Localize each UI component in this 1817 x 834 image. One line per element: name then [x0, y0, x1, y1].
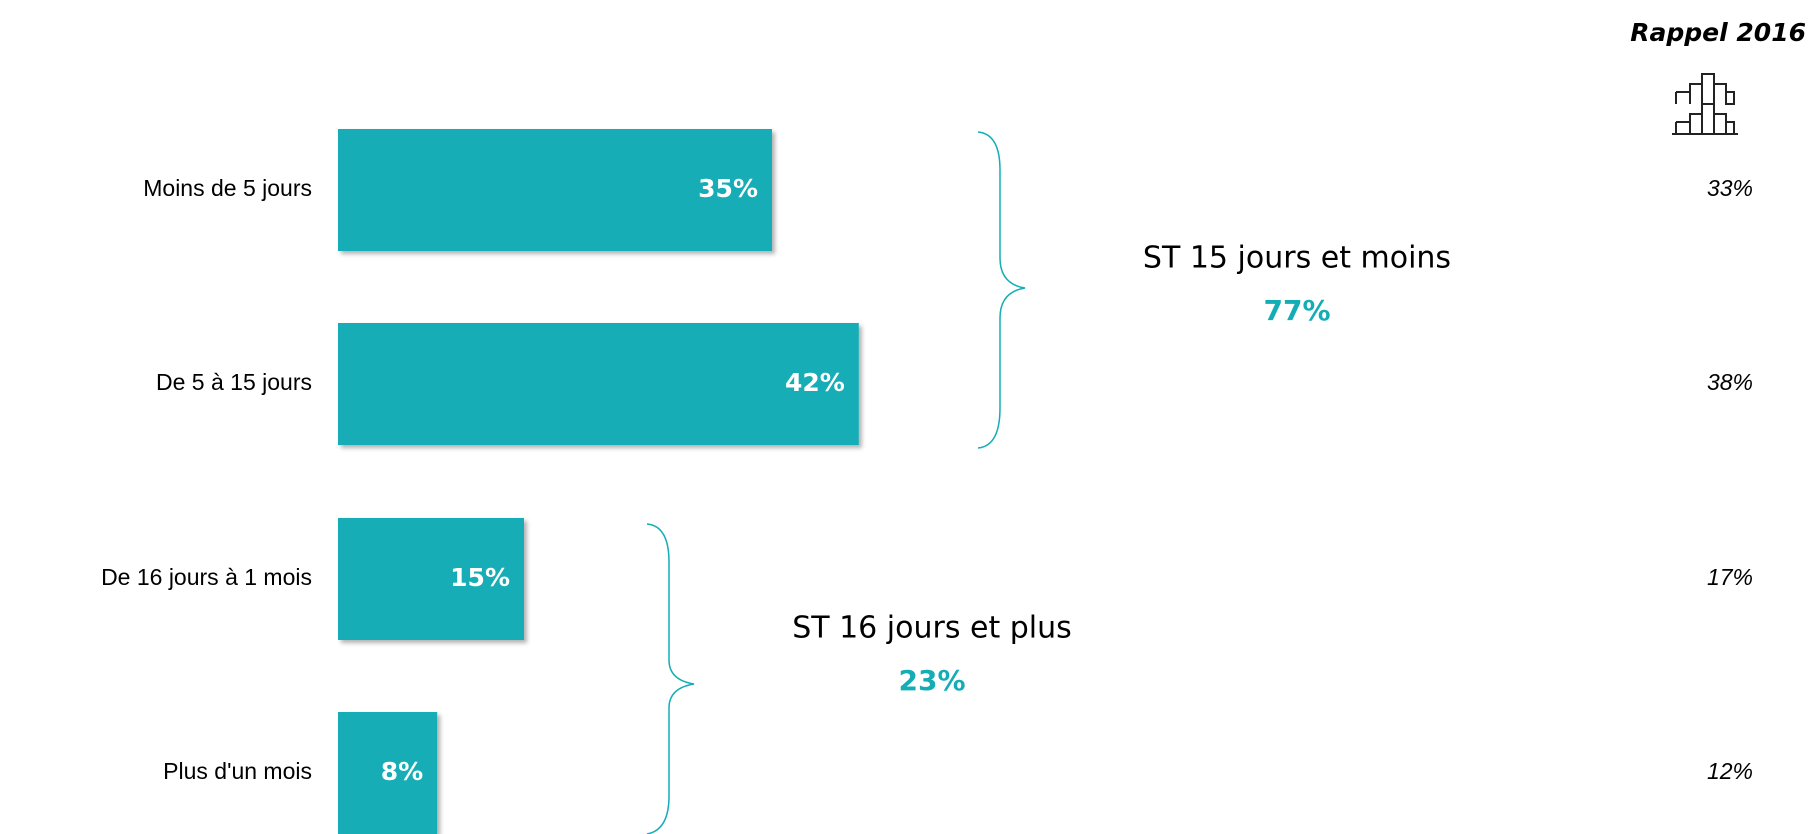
category-label: De 16 jours à 1 mois	[101, 564, 312, 590]
category-label: Plus d'un mois	[163, 758, 312, 784]
value-label: 15%	[450, 563, 510, 592]
value-label: 8%	[381, 757, 423, 786]
recall-value: 38%	[1707, 369, 1753, 395]
group-label: ST 16 jours et plus	[792, 611, 1072, 646]
value-label: 35%	[698, 174, 758, 203]
recall-title: Rappel 2016	[1630, 18, 1806, 47]
category-label: De 5 à 15 jours	[156, 369, 312, 395]
bar	[338, 712, 438, 834]
group-brace	[646, 523, 695, 834]
recall-icon	[1672, 73, 1738, 135]
category-label: Moins de 5 jours	[143, 175, 312, 201]
recall-value: 12%	[1707, 758, 1753, 784]
group-label: ST 15 jours et moins	[1143, 241, 1451, 276]
bar	[338, 323, 859, 445]
bar	[338, 129, 772, 251]
group-brace	[977, 131, 1026, 449]
group-total: 23%	[898, 664, 965, 697]
recall-value: 33%	[1707, 175, 1753, 201]
recall-value: 17%	[1707, 564, 1753, 590]
bar	[338, 518, 524, 640]
group-total: 77%	[1263, 294, 1330, 327]
value-label: 42%	[785, 368, 845, 397]
